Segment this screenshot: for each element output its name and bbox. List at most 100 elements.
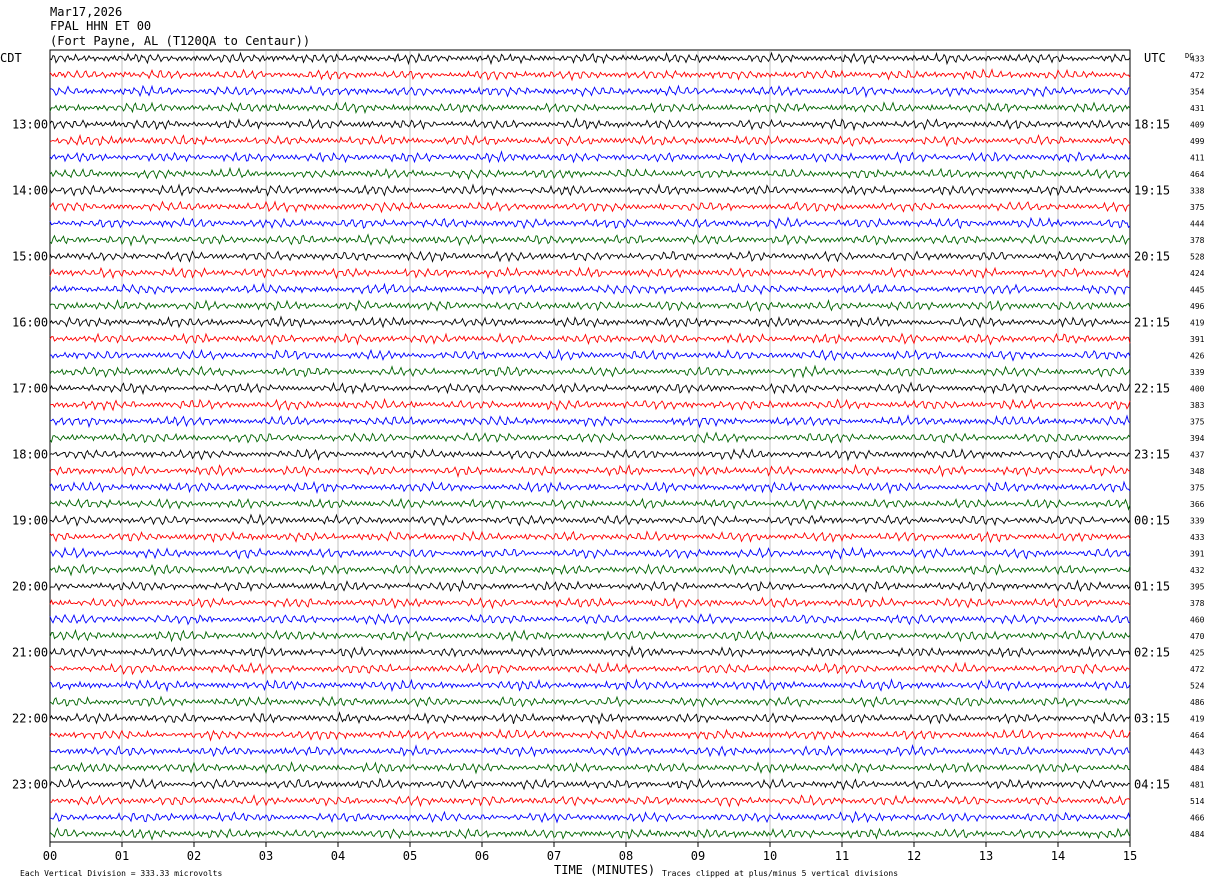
dc-offset-label: 378 xyxy=(1190,236,1205,245)
dc-offset-label: 432 xyxy=(1190,566,1205,575)
x-axis-title: TIME (MINUTES) xyxy=(554,863,655,877)
dc-offset-label: 366 xyxy=(1190,500,1205,509)
left-hour-label: 21:00 xyxy=(12,645,48,659)
dc-offset-label: 375 xyxy=(1190,417,1205,426)
dc-offset-label: 394 xyxy=(1190,434,1205,443)
left-timezone-label: CDT xyxy=(0,51,22,65)
dc-offset-label: 400 xyxy=(1190,384,1205,393)
right-hour-label: 00:15 xyxy=(1134,513,1170,527)
trace-line xyxy=(49,266,1131,280)
left-hour-label: 17:00 xyxy=(12,381,48,395)
x-tick-label: 01 xyxy=(115,849,129,863)
dc-offset-label: 425 xyxy=(1190,648,1205,657)
right-hour-label: 03:15 xyxy=(1134,711,1170,725)
x-tick-label: 02 xyxy=(187,849,201,863)
x-axis-ticks: 00 01 02 03 04 05 06 07 08 09 10 11 12 13 14 15 xyxy=(43,842,1137,863)
trace-line xyxy=(49,761,1130,775)
dc-offset-label: 444 xyxy=(1190,219,1205,228)
vertical-division-note: Each Vertical Division = 333.33 microvol… xyxy=(20,869,222,878)
trace-line xyxy=(49,480,1131,495)
dc-offset-label: 395 xyxy=(1190,582,1205,591)
x-tick-label: 06 xyxy=(475,849,489,863)
dc-offset-label: 481 xyxy=(1190,780,1205,789)
trace-line xyxy=(49,51,1131,66)
trace-line xyxy=(49,315,1131,329)
dc-offset-label: 524 xyxy=(1190,681,1205,690)
dc-offset-labels: 433 472 354 431 409 499 411 464 338 375 444 378 528 4… xyxy=(1190,54,1205,839)
dc-offset-label: 464 xyxy=(1190,731,1205,740)
trace-line xyxy=(49,332,1131,346)
right-hour-label: 23:15 xyxy=(1134,447,1170,461)
minute-gridlines xyxy=(121,50,1059,842)
trace-line xyxy=(49,101,1131,115)
dc-offset-label: 375 xyxy=(1190,483,1205,492)
dc-offset-label: 445 xyxy=(1190,285,1205,294)
trace-line xyxy=(49,68,1131,82)
dc-offset-label: 472 xyxy=(1190,71,1205,80)
trace-line xyxy=(49,150,1131,164)
right-hour-label: 02:15 xyxy=(1134,645,1170,659)
dc-offset-label: 466 xyxy=(1190,813,1205,822)
x-tick-label: 09 xyxy=(691,849,705,863)
dc-offset-label: 348 xyxy=(1190,467,1205,476)
left-hour-label: 23:00 xyxy=(12,777,48,791)
x-tick-label: 10 xyxy=(763,849,777,863)
trace-line xyxy=(49,777,1131,791)
trace-line xyxy=(49,695,1131,708)
dc-offset-label: 431 xyxy=(1190,104,1205,113)
trace-line xyxy=(49,661,1131,676)
trace-line xyxy=(49,463,1131,478)
trace-line xyxy=(49,298,1131,313)
trace-line xyxy=(49,166,1131,181)
dc-offset-label: 496 xyxy=(1190,302,1205,311)
right-hour-label: 04:15 xyxy=(1134,777,1170,791)
trace-line xyxy=(49,497,1131,511)
trace-line xyxy=(49,250,1131,263)
station-code: FPAL HHN ET 00 xyxy=(50,19,152,33)
trace-line xyxy=(49,216,1131,230)
x-tick-label: 05 xyxy=(403,849,417,863)
left-hour-label: 14:00 xyxy=(12,183,48,197)
right-hour-label: 18:15 xyxy=(1134,117,1170,131)
trace-line xyxy=(49,645,1131,659)
left-hour-label: 16:00 xyxy=(12,315,48,329)
dc-offset-label: 419 xyxy=(1190,318,1205,327)
trace-line xyxy=(49,794,1131,808)
dc-offset-label: 484 xyxy=(1190,764,1205,773)
dc-offset-label: 528 xyxy=(1190,252,1205,261)
dc-offset-label: 419 xyxy=(1190,714,1205,723)
x-tick-label: 00 xyxy=(43,849,57,863)
dc-offset-label: 375 xyxy=(1190,203,1205,212)
dc-offset-label: 338 xyxy=(1190,186,1205,195)
trace-line xyxy=(49,200,1131,214)
left-hour-label: 20:00 xyxy=(12,579,48,593)
trace-line xyxy=(49,513,1131,527)
x-tick-label: 03 xyxy=(259,849,273,863)
trace-line xyxy=(49,711,1131,725)
trace-line xyxy=(49,84,1131,99)
x-tick-label: 04 xyxy=(331,849,345,863)
dc-offset-label: 464 xyxy=(1190,170,1205,179)
right-timezone-label: UTC xyxy=(1144,51,1166,65)
trace-line xyxy=(49,348,1131,362)
trace-line xyxy=(49,728,1131,742)
dc-offset-label: 426 xyxy=(1190,351,1205,360)
right-hour-label: 19:15 xyxy=(1134,183,1170,197)
left-hour-label: 13:00 xyxy=(12,117,48,131)
trace-line xyxy=(49,613,1131,626)
x-tick-label: 14 xyxy=(1051,849,1065,863)
trace-line xyxy=(49,596,1131,610)
dc-offset-label: 460 xyxy=(1190,615,1205,624)
dc-offset-label: 433 xyxy=(1190,54,1205,63)
dc-offset-label: 433 xyxy=(1190,533,1205,542)
left-hour-label: 15:00 xyxy=(12,249,48,263)
seismic-traces xyxy=(49,51,1131,841)
trace-line xyxy=(50,546,1131,560)
dc-offset-label: 391 xyxy=(1190,335,1205,344)
left-hour-label: 19:00 xyxy=(12,513,48,527)
clip-note: Traces clipped at plus/minus 5 vertical … xyxy=(662,869,898,878)
plot-frame xyxy=(49,49,1131,843)
right-hour-label: 21:15 xyxy=(1134,315,1170,329)
dc-offset-label: 354 xyxy=(1190,87,1205,96)
left-hour-label: 22:00 xyxy=(12,711,48,725)
